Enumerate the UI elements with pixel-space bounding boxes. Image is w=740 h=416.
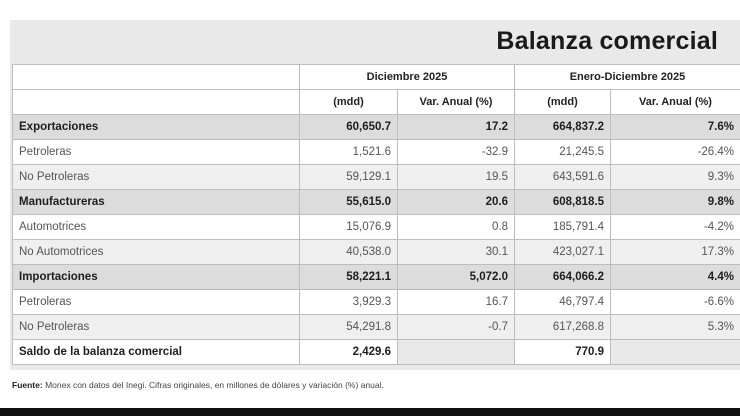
- header-mdd: (mdd): [299, 89, 398, 115]
- cell-value: 423,027.1: [514, 239, 611, 265]
- table-row: No Petroleras 54,291.8 -0.7 617,268.8 5.…: [12, 314, 740, 340]
- table-row: No Petroleras 59,129.1 19.5 643,591.6 9.…: [12, 164, 740, 190]
- row-label: Exportaciones: [12, 114, 300, 140]
- row-label: Petroleras: [12, 139, 300, 165]
- source-label: Fuente:: [12, 380, 43, 390]
- cell-value: 2,429.6: [299, 339, 398, 365]
- cell-value: -32.9: [397, 139, 515, 165]
- table-row-total: Saldo de la balanza comercial 2,429.6 77…: [12, 339, 740, 365]
- cell-value: 21,245.5: [514, 139, 611, 165]
- cell-value: -0.7: [397, 314, 515, 340]
- table-row: No Automotrices 40,538.0 30.1 423,027.1 …: [12, 239, 740, 265]
- cell-value: 15,076.9: [299, 214, 398, 240]
- row-label: Importaciones: [12, 264, 300, 290]
- cell-value: 185,791.4: [514, 214, 611, 240]
- header-period-december: Diciembre 2025: [299, 64, 515, 90]
- bottom-bar: [0, 408, 740, 416]
- header-row-periods: Diciembre 2025 Enero-Diciembre 2025: [12, 64, 740, 90]
- trade-balance-table: Diciembre 2025 Enero-Diciembre 2025 (mdd…: [12, 64, 740, 365]
- cell-value: 30.1: [397, 239, 515, 265]
- cell-value: 3,929.3: [299, 289, 398, 315]
- cell-value: 60,650.7: [299, 114, 398, 140]
- table-row: Importaciones 58,221.1 5,072.0 664,066.2…: [12, 264, 740, 290]
- row-label: No Automotrices: [12, 239, 300, 265]
- cell-value: 0.8: [397, 214, 515, 240]
- cell-value: 40,538.0: [299, 239, 398, 265]
- cell-value: 664,066.2: [514, 264, 611, 290]
- cell-value: 1,521.6: [299, 139, 398, 165]
- cell-value: 19.5: [397, 164, 515, 190]
- header-empty-cell: [12, 89, 300, 115]
- cell-value: 46,797.4: [514, 289, 611, 315]
- cell-value: 59,129.1: [299, 164, 398, 190]
- source-text: Monex con datos del Inegi. Cifras origin…: [45, 380, 384, 390]
- header-period-jan-dec: Enero-Diciembre 2025: [514, 64, 740, 90]
- table-row: Petroleras 3,929.3 16.7 46,797.4 -6.6%: [12, 289, 740, 315]
- row-label: No Petroleras: [12, 314, 300, 340]
- cell-value: 17.3%: [610, 239, 740, 265]
- row-label: Saldo de la balanza comercial: [12, 339, 300, 365]
- header-mdd: (mdd): [514, 89, 611, 115]
- row-label: Automotrices: [12, 214, 300, 240]
- cell-value: 54,291.8: [299, 314, 398, 340]
- cell-value: -4.2%: [610, 214, 740, 240]
- cell-value: 664,837.2: [514, 114, 611, 140]
- row-label: Petroleras: [12, 289, 300, 315]
- header-var-anual: Var. Anual (%): [397, 89, 515, 115]
- table-row: Petroleras 1,521.6 -32.9 21,245.5 -26.4%: [12, 139, 740, 165]
- cell-value: -26.4%: [610, 139, 740, 165]
- cell-value: 9.3%: [610, 164, 740, 190]
- cell-value: 7.6%: [610, 114, 740, 140]
- cell-value: 643,591.6: [514, 164, 611, 190]
- cell-value: 608,818.5: [514, 189, 611, 215]
- cell-value: 4.4%: [610, 264, 740, 290]
- header-empty-cell: [12, 64, 300, 90]
- cell-value: 55,615.0: [299, 189, 398, 215]
- cell-value: 770.9: [514, 339, 611, 365]
- cell-value: -6.6%: [610, 289, 740, 315]
- table-row: Manufactureras 55,615.0 20.6 608,818.5 9…: [12, 189, 740, 215]
- header-var-anual: Var. Anual (%): [610, 89, 740, 115]
- cell-value: 5,072.0: [397, 264, 515, 290]
- cell-value: 9.8%: [610, 189, 740, 215]
- cell-value: 617,268.8: [514, 314, 611, 340]
- cell-value: 20.6: [397, 189, 515, 215]
- cell-value: 17.2: [397, 114, 515, 140]
- cell-empty: [610, 339, 740, 365]
- table-row: Automotrices 15,076.9 0.8 185,791.4 -4.2…: [12, 214, 740, 240]
- cell-value: 5.3%: [610, 314, 740, 340]
- table-row: Exportaciones 60,650.7 17.2 664,837.2 7.…: [12, 114, 740, 140]
- source-note: Fuente: Monex con datos del Inegi. Cifra…: [12, 380, 384, 390]
- row-label: Manufactureras: [12, 189, 300, 215]
- cell-value: 16.7: [397, 289, 515, 315]
- cell-value: 58,221.1: [299, 264, 398, 290]
- row-label: No Petroleras: [12, 164, 300, 190]
- page-title: Balanza comercial: [496, 27, 718, 55]
- header-row-units: (mdd) Var. Anual (%) (mdd) Var. Anual (%…: [12, 89, 740, 115]
- cell-empty: [397, 339, 515, 365]
